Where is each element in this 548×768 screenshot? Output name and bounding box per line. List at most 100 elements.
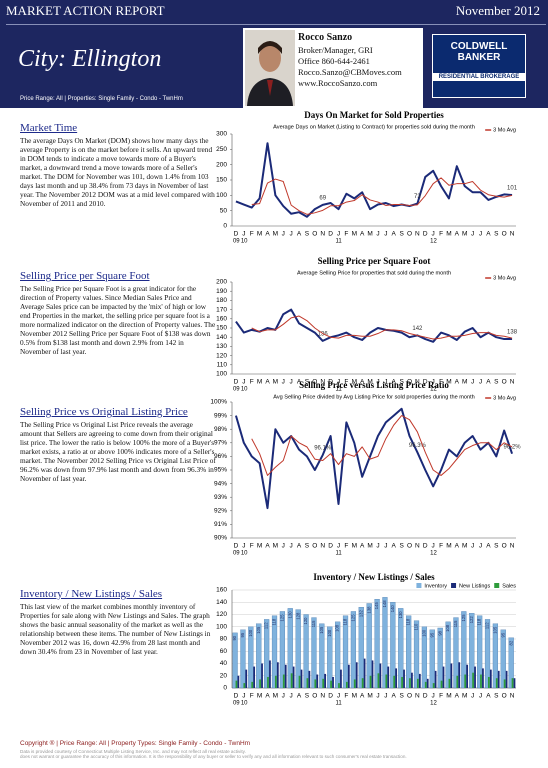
y-tick-label: 95%: [214, 467, 227, 474]
bar: [235, 680, 238, 688]
bar: [395, 668, 398, 688]
bar: [440, 680, 443, 688]
bar: [353, 679, 356, 688]
x-tick-label: N: [415, 543, 420, 550]
x-tick-label: N: [415, 231, 420, 238]
x-tick-label: A: [297, 231, 302, 238]
agent-line: Broker/Manager, GRI: [298, 45, 373, 55]
section-body: This last view of the market combines mo…: [20, 602, 211, 656]
bar: [245, 669, 248, 688]
bar: [379, 663, 382, 688]
x-tick-label: J: [471, 693, 474, 700]
x-tick-label: N: [510, 231, 515, 238]
x-tick-label: F: [250, 693, 254, 700]
bar: [448, 678, 451, 688]
footer-copyright: Copyright ® | Price Range: All | Propert…: [20, 740, 251, 747]
legend-label: Sales: [502, 583, 516, 589]
x-tick-label: J: [432, 543, 435, 550]
x-tick-label: M: [446, 543, 451, 550]
bar: [432, 683, 435, 688]
bar: [358, 607, 364, 689]
x-tick-label: F: [250, 231, 254, 238]
x-tick-label: S: [305, 379, 310, 386]
bar: [464, 674, 467, 688]
x-tick-label: D: [234, 379, 239, 386]
x-tick-label: M: [367, 379, 372, 386]
x-tick-label: S: [305, 693, 310, 700]
x-tick-label: M: [462, 231, 467, 238]
bar: [495, 678, 498, 688]
bar: [461, 611, 467, 689]
x-tick-label: A: [486, 379, 491, 386]
bar-label: 130: [287, 611, 292, 619]
bar: [382, 597, 388, 689]
x-tick-label: J: [471, 231, 474, 238]
bar: [442, 666, 445, 688]
y-tick-label: 94%: [214, 480, 227, 487]
x-tick-label: D: [423, 543, 428, 550]
bar-label: 100: [422, 629, 427, 637]
bar: [327, 626, 333, 689]
chart-subtitle: Average Selling Price for properties tha…: [297, 270, 451, 276]
y-tick-label: 120: [216, 352, 227, 359]
bar: [232, 632, 238, 689]
bar: [240, 629, 246, 689]
bar-label: 105: [319, 626, 324, 634]
bar-label: 125: [461, 614, 466, 622]
x-tick-label: J: [290, 693, 293, 700]
bar-label: 118: [272, 618, 277, 625]
bar: [398, 608, 404, 689]
bar-label: 120: [303, 617, 308, 625]
bar: [340, 669, 342, 688]
x-tick-label: D: [423, 231, 428, 238]
bar-label: 100: [248, 629, 253, 637]
city: City: Ellington: [18, 46, 162, 72]
x-tick-label: D: [423, 693, 428, 700]
y-tick-label: 91%: [214, 521, 227, 528]
x-year-label: 09: [233, 551, 240, 557]
bar: [413, 620, 420, 689]
bar: [482, 668, 484, 688]
data-label: 96.2%: [504, 444, 522, 450]
x-tick-label: M: [352, 543, 357, 550]
legend-key: [451, 583, 457, 588]
x-tick-label: J: [290, 543, 293, 550]
bar: [322, 678, 325, 688]
y-tick-label: 200: [216, 161, 227, 168]
bar-label: 95: [500, 632, 505, 637]
bar-label: 148: [382, 600, 387, 608]
x-tick-label: J: [376, 543, 379, 550]
bar-label: 118: [477, 618, 482, 625]
section-title: Selling Price per Square Foot: [20, 270, 150, 282]
data-label: 69: [319, 195, 326, 201]
bar: [251, 681, 254, 688]
x-tick-label: A: [265, 379, 270, 386]
report-title: MARKET ACTION REPORT: [6, 3, 165, 18]
y-tick-label: 40: [220, 660, 228, 667]
bar: [469, 613, 475, 689]
x-tick-label: M: [367, 231, 372, 238]
y-tick-label: 100: [216, 192, 227, 199]
x-year-label: 12: [430, 239, 437, 245]
chart-title: Inventory / New Listings / Sales: [313, 572, 435, 582]
bar: [295, 609, 301, 689]
data-line: [235, 142, 513, 218]
x-tick-label: O: [502, 543, 507, 550]
y-tick-label: 140: [216, 334, 227, 341]
bar: [472, 672, 474, 688]
x-tick-label: M: [446, 231, 451, 238]
y-tick-label: 100: [216, 623, 227, 630]
report-date: November 2012: [455, 3, 540, 18]
x-year-label: 09: [233, 387, 240, 393]
bar: [259, 679, 261, 688]
x-tick-label: F: [344, 693, 348, 700]
bar: [371, 660, 374, 688]
bar-label: 140: [390, 605, 395, 613]
chart-subtitle: Average Days on Market (Listing to Contr…: [273, 124, 475, 130]
y-tick-label: 80: [220, 636, 228, 643]
bar-label: 138: [366, 606, 371, 614]
bar: [335, 621, 341, 689]
y-tick-label: 90%: [214, 535, 227, 542]
bar: [300, 669, 303, 688]
